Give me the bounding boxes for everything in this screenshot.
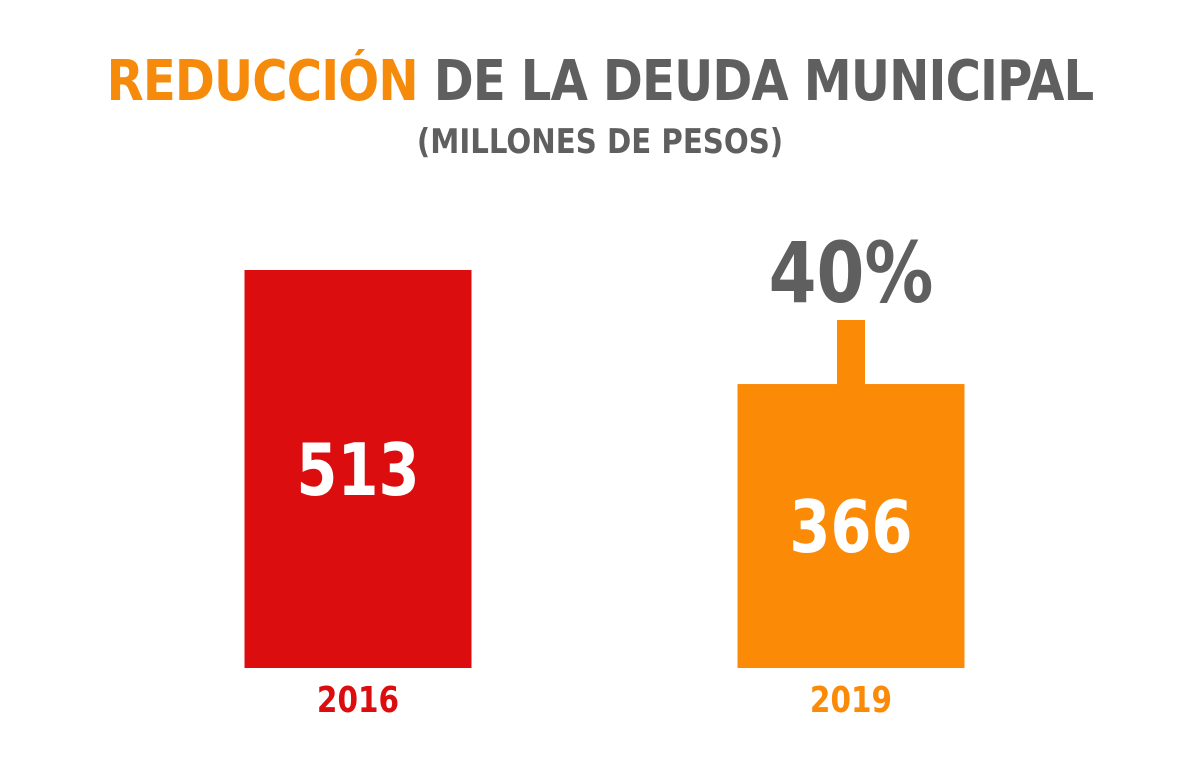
down-arrow-icon bbox=[802, 320, 900, 487]
value-label-2019: 366 bbox=[789, 485, 912, 569]
percentage-label: 40% bbox=[769, 225, 934, 322]
bar-2016 bbox=[244, 270, 472, 668]
category-label-2016: 2016 bbox=[317, 678, 399, 721]
chart-title: REDUCCIÓN DE LA DEUDA MUNICIPAL bbox=[84, 46, 1116, 118]
title-rest: DE LA DEUDA MUNICIPAL bbox=[417, 49, 1095, 114]
chart-subtitle: (MILLONES DE PESOS) bbox=[416, 122, 784, 162]
category-label-2019: 2019 bbox=[810, 678, 892, 721]
title-accent: REDUCCIÓN bbox=[106, 49, 419, 114]
value-label-2016: 513 bbox=[296, 428, 419, 512]
